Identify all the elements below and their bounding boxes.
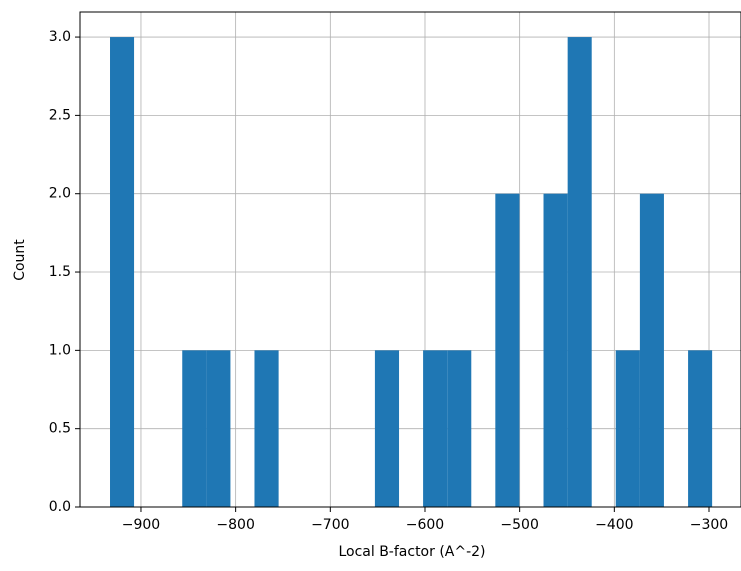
bar [447,350,472,507]
x-axis-label: Local B-factor (A^-2) [338,544,485,560]
y-tick-label: 0.5 [49,421,71,437]
y-tick-label: 2.5 [49,107,71,123]
x-tick-label: −400 [595,517,633,533]
y-tick-label: 1.5 [49,264,71,280]
y-axis-label: Count [12,239,28,281]
bar [254,350,279,507]
x-tick-label: −800 [216,517,254,533]
y-tick-label: 1.0 [49,342,71,358]
x-tick-label: −600 [406,517,444,533]
x-tick-label: −700 [311,517,349,533]
x-tick-label: −300 [690,517,728,533]
bar [543,193,568,507]
bar [615,350,640,507]
bar [495,193,520,507]
bar [182,350,207,507]
x-tick-label: −500 [500,517,538,533]
bar [423,350,448,507]
bar [206,350,231,507]
bar [688,350,713,507]
bar [639,193,664,507]
bar [110,37,135,507]
bar [374,350,400,507]
bar [567,37,592,507]
y-tick-label: 0.0 [49,499,71,515]
y-tick-label: 3.0 [49,29,71,45]
plot-frame [79,11,741,508]
y-tick-label: 2.0 [49,186,71,202]
x-tick-label: −900 [122,517,160,533]
